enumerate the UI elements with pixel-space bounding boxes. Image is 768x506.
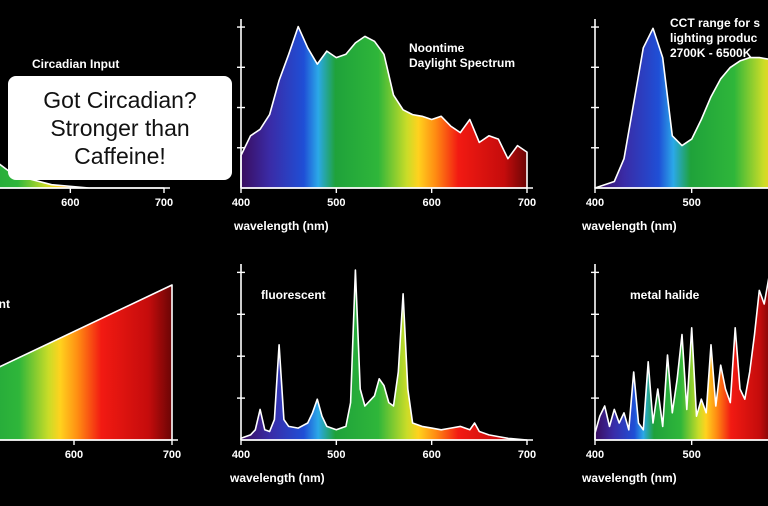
x-tick-label-daylight: 400 [232,197,250,209]
annotation-cct: CCT range for s [670,16,760,30]
annotation-incandescent: ent [0,297,10,311]
spectrum-area-incandescent-0 [0,284,173,441]
chart-daylight: 400 500 600 700 wavelength (nm) NoontimeDayli… [232,19,536,233]
chart-incandescent: 600 700 ent [0,284,181,461]
x-axis-title-cct: wavelength (nm) [581,219,677,233]
annotation-fluorescent: fluorescent [261,288,326,302]
x-tick-label-metal_halide: 400 [586,449,604,461]
annotation-circadian: Circadian Input [32,57,119,71]
x-tick-label-fluorescent: 500 [327,449,345,461]
annotation-daylight: Noontime [409,41,465,55]
x-tick-label-cct: 400 [586,197,604,209]
spectrum-area-metal_halide-0 [594,277,768,441]
annotation-cct: lighting produc [670,31,758,45]
x-axis-title-daylight: wavelength (nm) [233,219,329,233]
annotation-daylight: Daylight Spectrum [409,56,515,70]
chart-cct: 400 500 wavelength (nm) CCT range for sligh… [581,16,768,233]
x-tick-label-cct: 500 [682,197,700,209]
caption-line-1: Got Circadian? [43,87,197,113]
chart-fluorescent: 400 500 600 700 wavelength (nm) fluorescent [229,264,536,485]
x-axis-title-metal_halide: wavelength (nm) [581,471,677,485]
x-tick-label-incandescent: 600 [65,449,83,461]
caption-line-3: Caffeine! [74,143,166,169]
spectrum-area-fluorescent-0 [240,269,528,441]
x-tick-label-fluorescent: 400 [232,449,250,461]
x-tick-label-daylight: 700 [518,197,536,209]
caption-box: Got Circadian? Stronger than Caffeine! [8,76,232,180]
x-axis-title-fluorescent: wavelength (nm) [229,471,325,485]
x-tick-label-fluorescent: 700 [518,449,536,461]
annotation-cct: 2700K - 6500K [670,46,752,60]
spectrum-area-daylight-0 [240,25,528,189]
annotation-metal_halide: metal halide [630,288,700,302]
x-tick-label-daylight: 600 [422,197,440,209]
x-tick-label-circadian: 700 [155,197,173,209]
x-tick-label-circadian: 600 [61,197,79,209]
x-tick-label-fluorescent: 600 [422,449,440,461]
spectrum-area-cct-0 [594,27,768,189]
chart-metal_halide: 400 500 wavelength (nm) metal halide [581,264,768,485]
x-tick-label-metal_halide: 500 [682,449,700,461]
caption-line-2: Stronger than [50,115,190,141]
x-tick-label-daylight: 500 [327,197,345,209]
x-tick-label-incandescent: 700 [163,449,181,461]
